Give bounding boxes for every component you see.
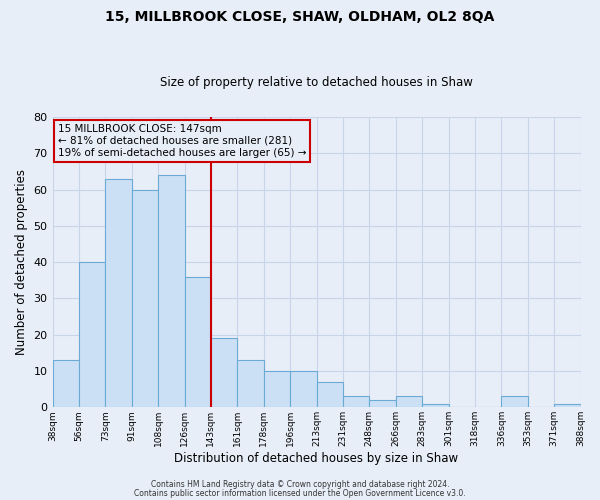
Bar (264, 371, 290, 408)
Bar (185, 276, 211, 407)
Bar (132, 190, 158, 408)
Bar (211, 338, 238, 407)
Bar (396, 396, 422, 407)
Text: 15, MILLBROOK CLOSE, SHAW, OLDHAM, OL2 8QA: 15, MILLBROOK CLOSE, SHAW, OLDHAM, OL2 8… (106, 10, 494, 24)
Bar (343, 396, 370, 407)
Text: 15 MILLBROOK CLOSE: 147sqm
← 81% of detached houses are smaller (281)
19% of sem: 15 MILLBROOK CLOSE: 147sqm ← 81% of deta… (58, 124, 307, 158)
Bar (317, 382, 343, 407)
Text: Contains HM Land Registry data © Crown copyright and database right 2024.: Contains HM Land Registry data © Crown c… (151, 480, 449, 489)
Y-axis label: Number of detached properties: Number of detached properties (15, 169, 28, 355)
Bar (238, 360, 264, 408)
Text: Contains public sector information licensed under the Open Government Licence v3: Contains public sector information licen… (134, 490, 466, 498)
Bar (53, 360, 79, 408)
Bar (554, 404, 581, 407)
Bar (79, 262, 106, 408)
Bar (370, 400, 396, 407)
Bar (290, 371, 317, 408)
Bar (158, 175, 185, 408)
X-axis label: Distribution of detached houses by size in Shaw: Distribution of detached houses by size … (175, 452, 458, 465)
Bar (106, 178, 132, 408)
Title: Size of property relative to detached houses in Shaw: Size of property relative to detached ho… (160, 76, 473, 90)
Bar (502, 396, 528, 407)
Bar (422, 404, 449, 407)
